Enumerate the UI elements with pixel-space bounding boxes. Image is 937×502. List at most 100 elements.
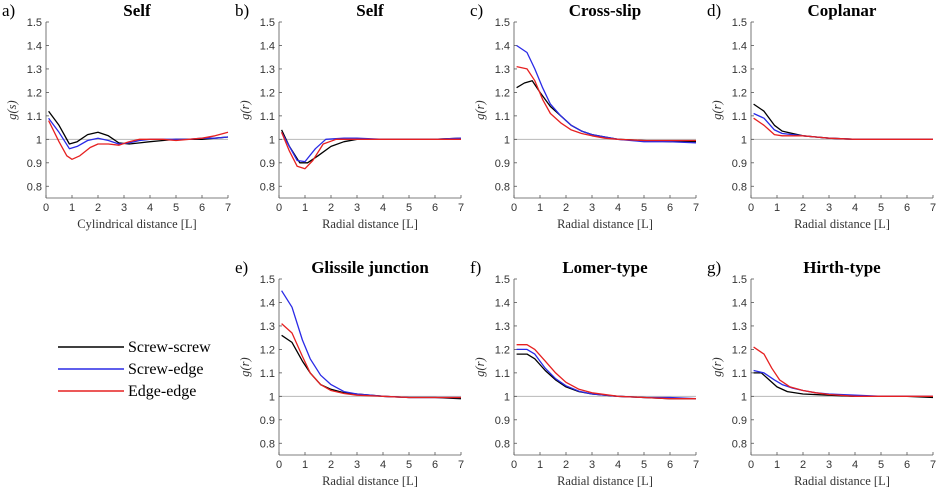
y-tick-label: 1.5 [27, 17, 42, 29]
x-axis-label: Cylindrical distance [L] [77, 217, 196, 231]
series-line-edge-edge [516, 65, 696, 142]
y-tick-label: 1.1 [495, 111, 510, 123]
y-tick-label: 0.9 [260, 158, 275, 170]
y-tick-label: 1.2 [260, 87, 275, 99]
series-line-screw-edge [516, 44, 697, 144]
y-tick-label: 1.3 [732, 321, 747, 333]
y-tick-label: 1.5 [495, 17, 510, 29]
series-line-screw-edge [753, 369, 933, 397]
series-line-edge-edge [48, 120, 229, 160]
y-tick-label: 1.4 [260, 297, 275, 309]
x-tick-label: 4 [852, 459, 858, 471]
x-tick-label: 4 [615, 459, 621, 471]
x-tick-label: 7 [458, 459, 464, 471]
x-tick-label: 4 [852, 202, 858, 214]
x-tick-label: 2 [563, 202, 569, 214]
x-tick-label: 7 [693, 202, 699, 214]
panel-title: Glissile junction [311, 258, 429, 277]
y-tick-label: 1 [504, 134, 510, 146]
x-tick-label: 0 [748, 202, 754, 214]
panel-title: Coplanar [808, 1, 877, 20]
x-tick-label: 2 [800, 202, 806, 214]
y-tick-label: 1 [741, 391, 747, 403]
y-tick-label: 1.4 [27, 40, 42, 52]
x-tick-label: 2 [328, 459, 334, 471]
x-tick-label: 0 [511, 202, 517, 214]
y-axis-label: g(r) [238, 357, 252, 376]
x-tick-label: 7 [930, 459, 936, 471]
panel-b: b) Self 0 1 2 3 4 5 6 7 0.8 0.9 1 1.1 1.2 1.3 1.4 1.5 Radi… [235, 1, 464, 231]
x-tick-label: 3 [354, 202, 360, 214]
panel-title: Cross-slip [569, 1, 641, 20]
y-tick-label: 0.8 [260, 181, 275, 193]
x-tick-label: 5 [406, 202, 412, 214]
y-tick-label: 1.5 [732, 17, 747, 29]
y-tick-label: 1.1 [260, 368, 275, 380]
y-tick-label: 0.9 [732, 158, 747, 170]
panel-label: e) [235, 258, 248, 277]
series-line-edge-edge [753, 117, 933, 140]
y-tick-label: 1.4 [495, 297, 510, 309]
panel-title: Self [356, 1, 384, 20]
panel-title: Self [123, 1, 151, 20]
x-axis-label: Radial distance [L] [794, 474, 890, 488]
x-tick-label: 6 [904, 459, 910, 471]
x-tick-label: 4 [147, 202, 153, 214]
y-tick-label: 1.3 [495, 64, 510, 76]
y-axis-label: g(s) [5, 100, 19, 119]
series-line-screw-edge [281, 131, 462, 163]
x-tick-label: 4 [615, 202, 621, 214]
x-tick-label: 0 [276, 202, 282, 214]
y-tick-label: 1.3 [495, 321, 510, 333]
y-tick-label: 1 [504, 391, 510, 403]
x-axis-label: Radial distance [L] [322, 474, 418, 488]
series-line-edge-edge [280, 132, 461, 170]
y-tick-label: 1.3 [260, 64, 275, 76]
x-axis-label: Radial distance [L] [557, 474, 653, 488]
x-tick-label: 1 [537, 202, 543, 214]
series-line-screw-edge [281, 290, 461, 399]
y-tick-label: 0.8 [495, 438, 510, 450]
series-line-edge-edge [516, 344, 696, 400]
y-tick-label: 1.4 [732, 297, 747, 309]
y-tick-label: 0.9 [495, 158, 510, 170]
y-tick-label: 1.4 [732, 40, 747, 52]
x-tick-label: 5 [878, 459, 884, 471]
x-tick-label: 1 [69, 202, 75, 214]
panel-label: f) [470, 258, 481, 277]
y-tick-label: 1 [269, 134, 275, 146]
y-tick-label: 0.8 [495, 181, 510, 193]
x-tick-label: 5 [878, 202, 884, 214]
x-axis-label: Radial distance [L] [557, 217, 653, 231]
panel-label: g) [707, 258, 721, 277]
x-tick-label: 7 [225, 202, 231, 214]
series-line-screw-screw [516, 353, 696, 400]
panel-label: a) [2, 1, 15, 20]
y-tick-label: 1.5 [260, 17, 275, 29]
x-tick-label: 0 [276, 459, 282, 471]
x-tick-label: 3 [589, 459, 595, 471]
y-tick-label: 1.5 [260, 274, 275, 286]
series-line-screw-edge [516, 348, 697, 400]
panel-g: g) Hirth-type 0 1 2 3 4 5 6 7 0.8 0.9 1 1.1 1.2 1.3 1.4 1… [707, 258, 936, 488]
y-axis-label: g(r) [473, 357, 487, 376]
y-tick-label: 1.2 [732, 344, 747, 356]
y-tick-label: 1 [36, 134, 42, 146]
y-tick-label: 1 [269, 391, 275, 403]
x-tick-label: 5 [641, 459, 647, 471]
y-tick-label: 1.5 [732, 274, 747, 286]
y-tick-label: 0.9 [27, 158, 42, 170]
x-tick-label: 1 [537, 459, 543, 471]
y-tick-label: 1.2 [495, 87, 510, 99]
panel-c: c) Cross-slip 0 1 2 3 4 5 6 7 0.8 0.9 1 1.1 1.2 1.3 1.4 1… [470, 1, 699, 231]
y-tick-label: 1 [741, 134, 747, 146]
panel-label: b) [235, 1, 249, 20]
y-tick-label: 1.1 [27, 111, 42, 123]
y-tick-label: 1.2 [260, 344, 275, 356]
y-axis-label: g(r) [710, 100, 724, 119]
y-tick-label: 1.1 [732, 111, 747, 123]
series-line-screw-screw [753, 372, 934, 399]
panel-a: a) Self 0 1 2 3 4 5 6 7 0.8 0.9 1 1.1 1.2 1.3 1.4 1.5 Cyli… [2, 1, 231, 231]
series-line-screw-screw [753, 103, 933, 140]
series-line-screw-edge [48, 117, 229, 150]
